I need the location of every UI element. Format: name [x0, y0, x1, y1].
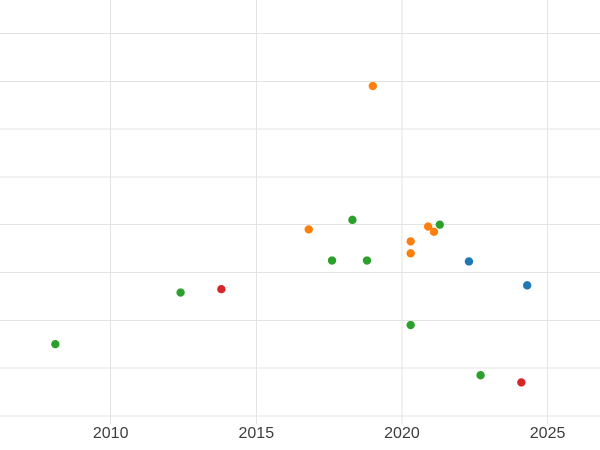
x-tick-label: 2020	[384, 425, 420, 442]
data-point-orange-series	[406, 249, 415, 258]
data-point-red-series	[217, 284, 226, 294]
data-point-green-series	[51, 339, 60, 349]
data-point-orange-series	[304, 225, 313, 234]
data-point-green-series	[176, 288, 185, 297]
data-point-green-series	[435, 220, 445, 229]
data-point-orange-series	[368, 81, 378, 91]
data-point-blue-series	[464, 257, 474, 266]
data-point-red-series	[517, 378, 526, 387]
x-tick-label: 2010	[93, 425, 129, 442]
x-tick-label: 2015	[239, 425, 275, 442]
x-tick-label: 2025	[530, 425, 566, 442]
data-point-green-series	[348, 215, 357, 225]
data-point-green-series	[327, 256, 337, 265]
data-point-orange-series	[406, 237, 415, 246]
data-point-orange-series	[429, 227, 439, 237]
data-point-green-series	[406, 320, 415, 330]
data-point-green-series	[362, 256, 372, 265]
data-point-green-series	[476, 371, 485, 380]
data-point-blue-series	[522, 281, 532, 290]
data-point-orange-series	[423, 222, 433, 231]
